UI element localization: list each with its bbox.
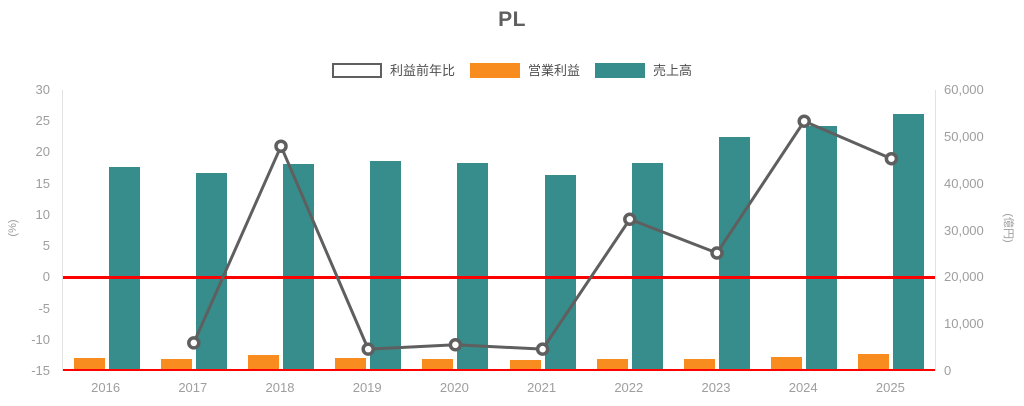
right-axis-tick: 40,000 <box>944 175 984 191</box>
legend-label-revenue: 売上高 <box>653 62 693 78</box>
legend-swatch-operating-profit <box>469 62 520 78</box>
line-series-profit-yoy <box>187 114 899 356</box>
right-axis-tick: 60,000 <box>944 82 984 97</box>
bar-revenue <box>719 137 750 371</box>
x-axis-label: 2019 <box>352 380 382 395</box>
line-path-profit-yoy <box>192 119 893 351</box>
bar-revenue <box>457 163 489 371</box>
plot-area <box>62 90 936 371</box>
legend-label-operating-profit: 営業利益 <box>527 62 580 78</box>
bar-operating-profit <box>684 358 715 371</box>
bar-operating-profit <box>248 355 279 371</box>
line-marker-profit-yoy <box>535 342 550 356</box>
bar-revenue <box>108 166 140 371</box>
right-axis-tick: 20,000 <box>944 269 984 285</box>
line-marker-profit-yoy <box>710 246 724 260</box>
line-marker-profit-yoy <box>361 342 375 356</box>
x-axis-label: 2020 <box>439 380 469 395</box>
bar-revenue <box>893 113 925 371</box>
bar-operating-profit <box>509 360 541 371</box>
line-marker-profit-yoy <box>274 139 288 153</box>
x-axis-label: 2018 <box>265 380 295 395</box>
line-marker-profit-yoy <box>797 114 811 128</box>
bar-revenue <box>370 160 402 371</box>
line-marker-profit-yoy <box>623 212 637 227</box>
bar-operating-profit <box>160 359 192 371</box>
x-axis-label: 2023 <box>701 380 731 395</box>
bar-revenue <box>806 125 838 371</box>
right-axis-tick: 30,000 <box>944 222 984 238</box>
left-axis-tick: 5 <box>42 238 50 254</box>
x-axis-label: 2024 <box>788 380 818 395</box>
bar-operating-profit <box>596 359 628 371</box>
left-axis-tick: -5 <box>38 300 50 316</box>
right-axis-tick: 50,000 <box>944 128 984 144</box>
left-axis-tick: -15 <box>31 363 50 378</box>
bar-operating-profit <box>771 356 803 371</box>
right-axis-tick: 10,000 <box>944 316 984 332</box>
x-axis-label: 2025 <box>875 380 905 395</box>
chart-title: PL <box>498 8 526 31</box>
left-axis-tick: 20 <box>35 144 50 160</box>
bar-operating-profit <box>335 357 367 371</box>
left-axis-tick: 25 <box>35 113 50 129</box>
x-axis-label: 2016 <box>91 380 121 395</box>
legend-item-operating-profit: 営業利益 <box>469 62 580 78</box>
line-marker-profit-yoy <box>187 336 201 350</box>
left-axis-tick: 0 <box>42 269 50 285</box>
bar-revenue <box>631 163 663 371</box>
left-axis-tick: -10 <box>31 331 50 347</box>
left-axis-tick: 10 <box>35 206 50 222</box>
bar-operating-profit <box>858 354 890 371</box>
bar-operating-profit <box>422 359 454 371</box>
x-axis-line <box>63 369 935 371</box>
right-axis-tick: 0 <box>944 363 952 378</box>
x-axis-label: 2021 <box>527 380 557 395</box>
x-axis-label: 2022 <box>614 380 644 395</box>
legend-label-profit-yoy: 利益前年比 <box>389 62 455 78</box>
bar-revenue <box>283 164 314 371</box>
legend-swatch-revenue <box>595 62 645 78</box>
zero-line <box>63 275 935 279</box>
line-marker-profit-yoy <box>884 151 899 166</box>
legend-swatch-profit-yoy <box>331 62 382 78</box>
left-axis-tick: 30 <box>35 82 50 97</box>
left-axis-tick: 15 <box>35 175 50 191</box>
legend: 利益前年比 営業利益 売上高 <box>0 60 1024 80</box>
legend-item-profit-yoy: 利益前年比 <box>331 62 455 78</box>
line-marker-profit-yoy <box>448 338 463 352</box>
x-axis-label: 2017 <box>178 380 208 395</box>
legend-item-revenue: 売上高 <box>595 62 693 78</box>
bar-revenue <box>195 173 227 371</box>
bar-operating-profit <box>73 357 105 371</box>
